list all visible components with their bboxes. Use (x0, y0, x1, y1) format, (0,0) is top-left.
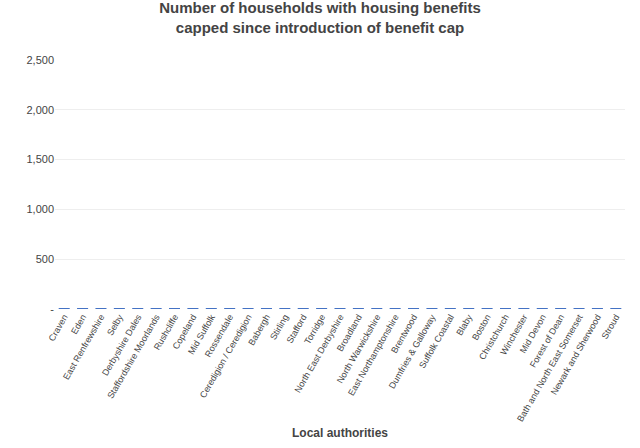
svg-text:Bath and North East Somerset: Bath and North East Somerset (515, 312, 585, 423)
svg-text:North East Derbyshire: North East Derbyshire (293, 313, 346, 395)
svg-text:2,500: 2,500 (26, 54, 54, 66)
svg-text:Derbyshire Dales: Derbyshire Dales (100, 312, 143, 377)
svg-text:Ceredigion / Ceredigion: Ceredigion / Ceredigion (198, 313, 254, 400)
svg-text:Boston: Boston (470, 313, 493, 342)
svg-text:East Renfrewshire: East Renfrewshire (61, 313, 106, 382)
svg-text:Stroud: Stroud (600, 313, 622, 341)
svg-text:Craven: Craven (47, 313, 70, 343)
svg-text:Staffordshire Moorlands: Staffordshire Moorlands (105, 312, 162, 400)
svg-text:Mid Suffolk: Mid Suffolk (186, 312, 217, 356)
svg-text:Blaby: Blaby (454, 312, 474, 337)
svg-text:Brentwood: Brentwood (389, 313, 419, 355)
svg-text:Forest of Dean: Forest of Dean (528, 313, 566, 370)
svg-text:Broadland: Broadland (335, 313, 364, 354)
svg-text:Stirling: Stirling (268, 313, 290, 342)
svg-text:Copeland: Copeland (171, 313, 199, 351)
svg-text:East Northamptonshire: East Northamptonshire (346, 313, 401, 398)
svg-text:Winchester: Winchester (498, 313, 529, 357)
svg-text:Dumfries & Galloway: Dumfries & Galloway (387, 312, 438, 390)
svg-text:Selby: Selby (105, 312, 125, 337)
svg-text:Number of households with hous: Number of households with housing benefi… (159, 0, 481, 36)
svg-text:Eden: Eden (69, 313, 88, 336)
svg-text:2,000: 2,000 (26, 104, 54, 116)
svg-text:Local authorities: Local authorities (292, 426, 388, 440)
svg-text:Rossendale: Rossendale (203, 313, 235, 359)
svg-text:Newark and Sherwood: Newark and Sherwood (549, 313, 603, 397)
svg-text:Stafford: Stafford (285, 313, 309, 345)
svg-text:-: - (50, 303, 54, 315)
svg-text:North Warwickshire: North Warwickshire (335, 313, 383, 385)
svg-text:Rushcliffe: Rushcliffe (152, 313, 180, 352)
svg-text:Suffolk Coastal: Suffolk Coastal (417, 313, 456, 370)
svg-text:Mid Devon: Mid Devon (518, 313, 548, 355)
svg-text:Christchurch: Christchurch (477, 313, 511, 362)
svg-text:1,000: 1,000 (26, 203, 54, 215)
svg-text:Torridge: Torridge (302, 313, 327, 346)
svg-text:Babergh: Babergh (246, 313, 272, 347)
svg-text:1,500: 1,500 (26, 153, 54, 165)
svg-text:500: 500 (36, 253, 54, 265)
